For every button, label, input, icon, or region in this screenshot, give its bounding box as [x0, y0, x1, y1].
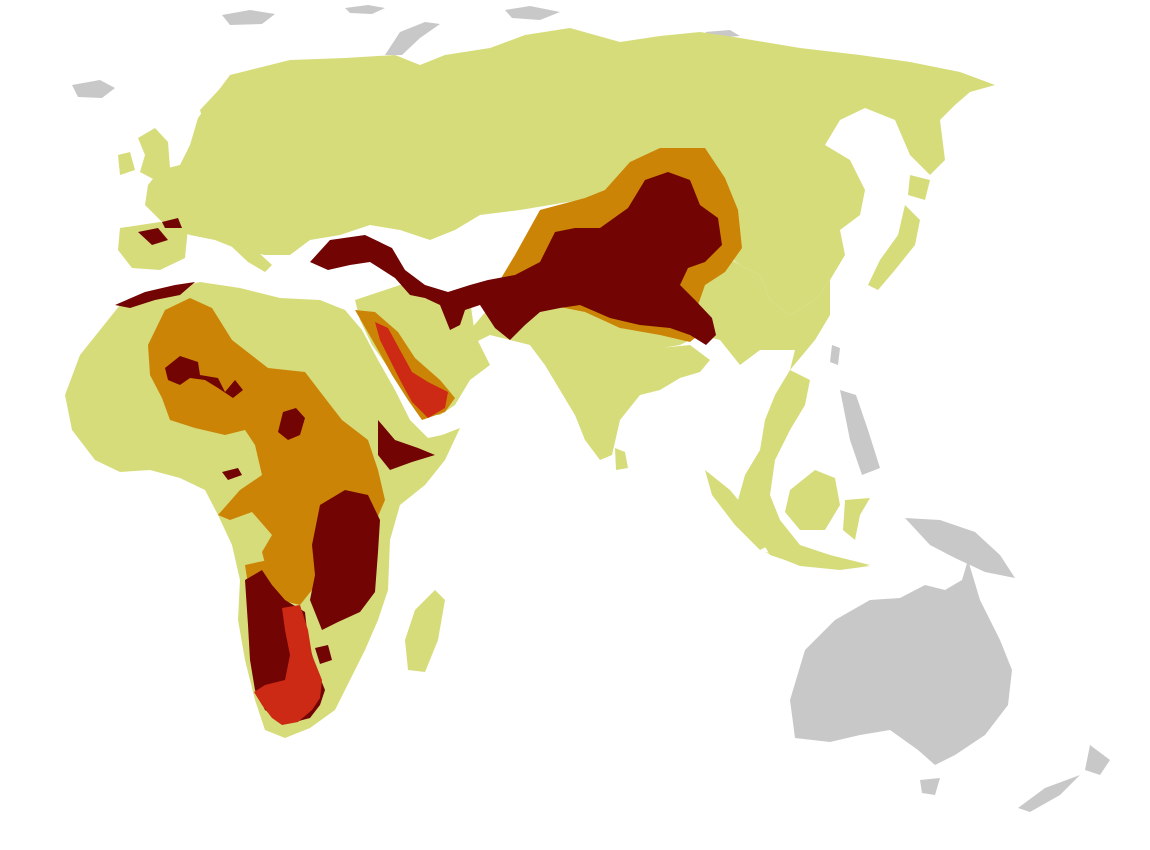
- borneo-range: [785, 470, 840, 530]
- sri-lanka-range: [615, 448, 628, 470]
- ireland-range: [118, 152, 135, 175]
- sahara-central-range-level-3: [278, 408, 305, 440]
- japan-range: [868, 205, 920, 290]
- britain-range: [138, 128, 170, 180]
- new-guinea-landmass: [905, 518, 1015, 578]
- severnaya-zemlya-landmass: [505, 6, 560, 20]
- taiwan-landmass: [830, 345, 840, 365]
- arabia-range-level-4: [375, 322, 448, 418]
- east-africa-range-level-3: [310, 490, 380, 630]
- sumatra-range: [705, 470, 770, 550]
- morocco-range-level-3: [115, 282, 195, 308]
- range-level-4: [254, 322, 448, 725]
- horn-range-level-3: [378, 420, 435, 470]
- lesotho-range-level-3: [315, 645, 332, 664]
- franz-josef-landmass: [345, 5, 385, 14]
- australia-landmass: [790, 560, 1012, 765]
- scandinavia-range: [200, 70, 280, 160]
- java-range: [765, 552, 870, 570]
- hokkaido-range: [908, 175, 930, 200]
- eurasia-north-range: [145, 28, 995, 315]
- sulawesi-range: [843, 498, 870, 540]
- outside-region-landmass: [72, 5, 1110, 812]
- iberia-range-level-3: [138, 228, 168, 245]
- italy-range: [222, 228, 272, 272]
- iberia-range: [118, 222, 188, 270]
- novaya-zemlya-landmass: [385, 22, 440, 55]
- iberia-east-range-level-3: [162, 218, 182, 228]
- southeast-asia-range: [470, 240, 870, 568]
- indian-subcontinent-range: [530, 345, 710, 460]
- tasmania-landmass: [920, 778, 940, 795]
- iceland-landmass: [72, 80, 115, 98]
- philippines-landmass: [840, 390, 880, 475]
- central-asia-range-level-3: [310, 172, 722, 345]
- sahel-range-level-3: [222, 468, 242, 480]
- new-zealand-south-landmass: [1018, 775, 1080, 812]
- south-africa-range-level-4: [254, 605, 322, 725]
- madagascar-range: [405, 590, 445, 672]
- svalbard-landmass: [222, 10, 275, 25]
- sahara-north-range-level-3: [165, 356, 243, 398]
- new-zealand-north-landmass: [1085, 745, 1110, 775]
